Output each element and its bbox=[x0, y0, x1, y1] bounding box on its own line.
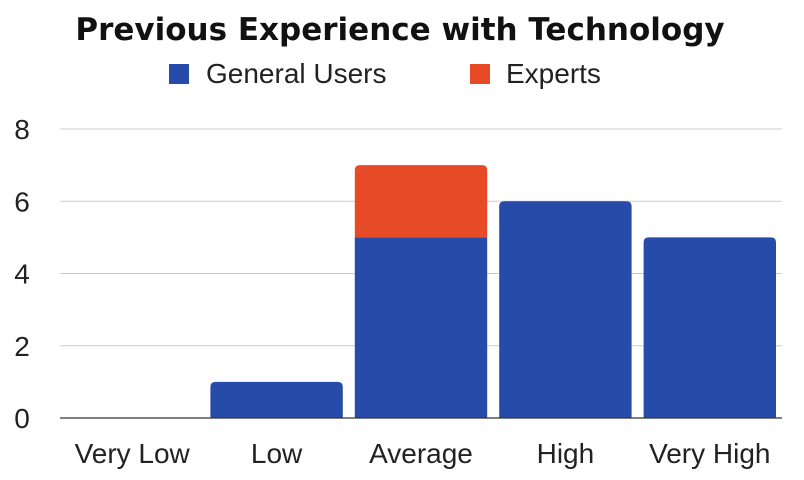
bar-general-users-high bbox=[499, 201, 632, 418]
legend-swatch-experts bbox=[470, 64, 490, 84]
y-tick-label: 8 bbox=[14, 114, 30, 145]
legend-swatch-general-users bbox=[169, 64, 189, 84]
bar-experts-average bbox=[354, 165, 488, 238]
chart-legend: General Users Experts bbox=[169, 58, 601, 89]
x-tick-label: Very High bbox=[649, 438, 770, 469]
x-tick-label: High bbox=[537, 438, 595, 469]
bar-general-users-low bbox=[210, 381, 343, 418]
bar-general-users-very-high bbox=[643, 237, 776, 418]
legend-label-general-users: General Users bbox=[206, 58, 387, 89]
bars bbox=[210, 165, 776, 418]
y-tick-label: 4 bbox=[14, 259, 30, 290]
y-tick-label: 6 bbox=[14, 186, 30, 217]
x-tick-label: Low bbox=[251, 438, 303, 469]
x-tick-label: Average bbox=[369, 438, 473, 469]
x-axis: Very Low Low Average High Very High bbox=[75, 438, 771, 469]
y-axis: 0 2 4 6 8 bbox=[14, 114, 30, 434]
y-tick-label: 2 bbox=[14, 331, 30, 362]
y-tick-label: 0 bbox=[14, 403, 30, 434]
x-tick-label: Very Low bbox=[75, 438, 191, 469]
legend-label-experts: Experts bbox=[506, 58, 601, 89]
bar-general-users-average bbox=[354, 237, 488, 418]
chart-title: Previous Experience with Technology bbox=[75, 12, 724, 48]
